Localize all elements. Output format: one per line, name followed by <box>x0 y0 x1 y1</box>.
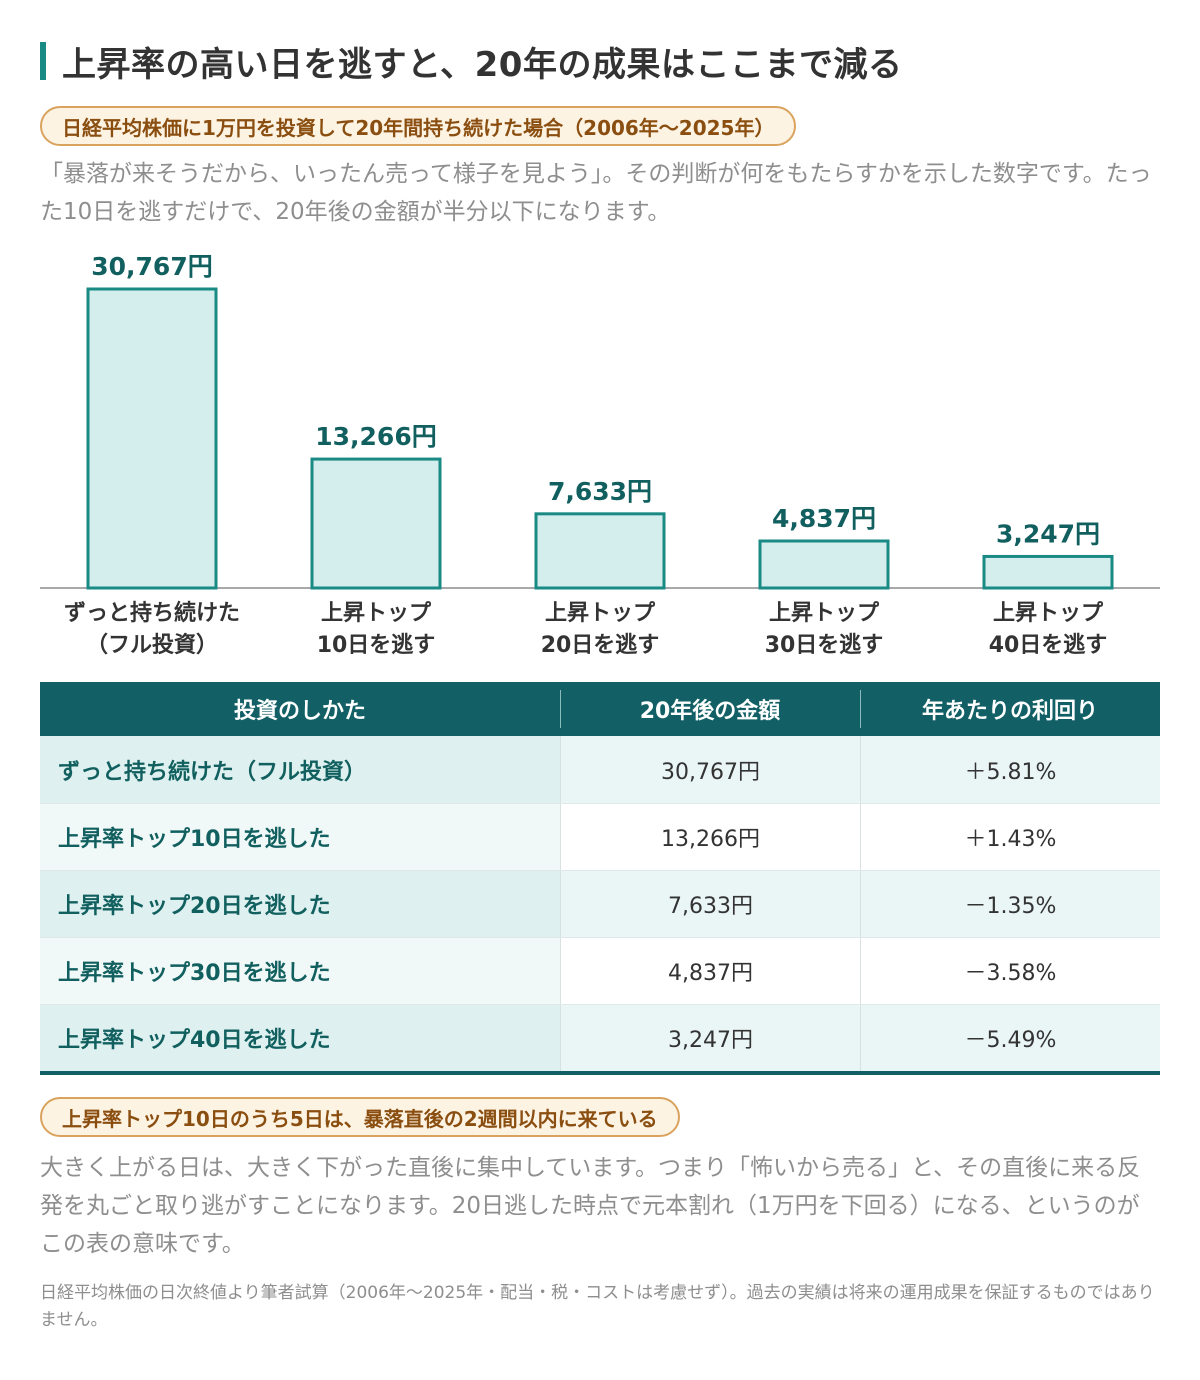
table-row: ずっと持ち続けた（フル投資） 30,767円 ＋5.81% <box>40 736 1160 803</box>
bar-chart-svg: 30,767円 13,266円 7,633円 4,837円 3,247円 <box>40 252 1160 590</box>
row-yield: －5.49% <box>860 1005 1160 1071</box>
bar-4 <box>982 554 1114 590</box>
results-table: 投資のしかた 20年後の金額 年あたりの利回り ずっと持ち続けた（フル投資） 3… <box>40 682 1160 1075</box>
row-method: 上昇率トップ40日を逃した <box>58 1028 331 1053</box>
bar-1 <box>310 457 442 590</box>
insight-text: 大きく上がる日は、大きく下がった直後に集中しています。つまり「怖いから売る」と、… <box>40 1155 1141 1257</box>
row-yield: －1.35% <box>860 871 1160 937</box>
footnote: 日経平均株価の日次終値より筆者試算（2006年～2025年・配当・税・コストは考… <box>40 1283 1155 1330</box>
bar-value-label-4: 3,247円 <box>996 519 1100 548</box>
table-row: 上昇率トップ10日を逃した 13,266円 ＋1.43% <box>40 803 1160 870</box>
category-label-0: ずっと持ち続けた （フル投資） <box>63 601 240 658</box>
row-method: 上昇率トップ20日を逃した <box>58 894 331 919</box>
bar-value-label-0: 30,767円 <box>91 252 212 281</box>
category-label-3: 上昇トップ 30日を逃す <box>764 601 884 658</box>
bar-chart: 30,767円 13,266円 7,633円 4,837円 3,247円 ずっと持ち続け… <box>0 240 1200 670</box>
page-title-block: 上昇率の高い日を逃すと、20年の成果はここまで減る <box>40 38 903 85</box>
bar-3 <box>758 539 890 590</box>
header-amount: 20年後の金額 <box>560 682 860 736</box>
bar-2 <box>534 512 666 590</box>
row-yield: ＋5.81% <box>860 736 1160 803</box>
row-method: 上昇率トップ10日を逃した <box>58 827 331 852</box>
bar-value-label-3: 4,837円 <box>772 504 876 533</box>
row-yield: －3.58% <box>860 938 1160 1004</box>
title-accent-bar <box>40 42 46 80</box>
table-row: 上昇率トップ30日を逃した 4,837円 －3.58% <box>40 937 1160 1004</box>
insight-pill: 上昇率トップ10日のうち5日は、暴落直後の2週間以内に来ている <box>40 1097 680 1137</box>
row-amount: 3,247円 <box>560 1005 860 1071</box>
header-yield: 年あたりの利回り <box>860 682 1160 736</box>
row-amount: 7,633円 <box>560 871 860 937</box>
table-body: ずっと持ち続けた（フル投資） 30,767円 ＋5.81% 上昇率トップ10日を… <box>40 736 1160 1071</box>
table-header: 投資のしかた 20年後の金額 年あたりの利回り <box>40 682 1160 736</box>
subtitle-pill: 日経平均株価に1万円を投資して20年間持ち続けた場合（2006年～2025年） <box>40 106 797 146</box>
row-method: 上昇率トップ30日を逃した <box>58 961 331 986</box>
row-amount: 30,767円 <box>560 736 860 803</box>
row-amount: 13,266円 <box>560 804 860 870</box>
header-method: 投資のしかた <box>233 699 366 724</box>
bar-value-label-1: 13,266円 <box>315 422 436 451</box>
category-label-4: 上昇トップ 40日を逃す <box>988 601 1108 658</box>
bar-value-label-2: 7,633円 <box>548 477 652 506</box>
intro-text: 「暴落が来そうだから、いったん売って様子を見よう」。その判断が何をもたらすかを示… <box>40 161 1152 225</box>
table-row: 上昇率トップ40日を逃した 3,247円 －5.49% <box>40 1004 1160 1071</box>
table-row: 上昇率トップ20日を逃した 7,633円 －1.35% <box>40 870 1160 937</box>
bar-0 <box>86 287 218 590</box>
row-yield: ＋1.43% <box>860 804 1160 870</box>
page-title: 上昇率の高い日を逃すと、20年の成果はここまで減る <box>62 44 903 85</box>
category-label-1: 上昇トップ 10日を逃す <box>316 601 436 658</box>
row-amount: 4,837円 <box>560 938 860 1004</box>
row-method: ずっと持ち続けた（フル投資） <box>58 759 367 785</box>
category-label-2: 上昇トップ 20日を逃す <box>540 601 660 658</box>
